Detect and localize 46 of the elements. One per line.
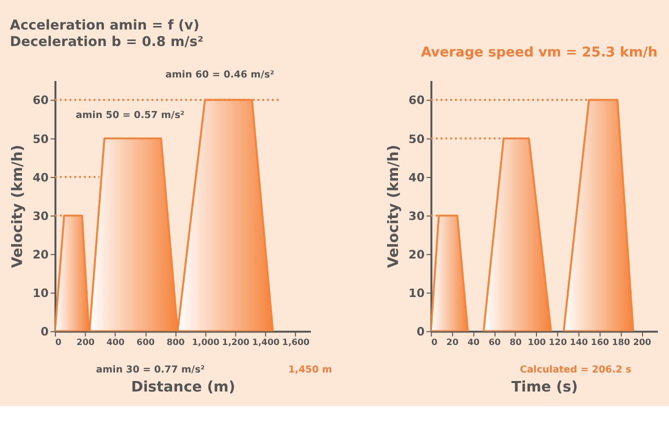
y-tick-label: 40 bbox=[408, 170, 425, 184]
y-tick-label: 50 bbox=[408, 132, 425, 146]
text: amin 30 = 0.77 m/s² bbox=[96, 364, 205, 376]
x-axis-title: Distance (m) bbox=[131, 379, 236, 396]
x-tick-label: 160 bbox=[590, 338, 610, 348]
y-tick-label: 0 bbox=[416, 324, 425, 339]
x-tick-label: 200 bbox=[633, 338, 652, 348]
x-tick-label: 800 bbox=[166, 338, 185, 348]
y-tick-label: 30 bbox=[408, 208, 425, 223]
chart-title: Average speed vm = 25.3 km/h bbox=[420, 44, 658, 60]
y-tick-label: 60 bbox=[408, 93, 425, 108]
chart-title: Acceleration amin = f (v) bbox=[10, 17, 200, 34]
y-tick-label: 30 bbox=[32, 208, 49, 223]
x-tick-label: 600 bbox=[136, 338, 155, 348]
y-axis-title: Velocity (km/h) bbox=[10, 144, 26, 268]
x-axis-title: Time (s) bbox=[511, 379, 578, 396]
annotation: amin 50 = 0.57 m/s² bbox=[76, 110, 185, 122]
x-tick-label: 120 bbox=[548, 338, 567, 348]
text: Calculated = 206.2 s bbox=[520, 364, 632, 376]
x-tick-label: 1,400 bbox=[252, 338, 280, 348]
x-tick-label: 1,000 bbox=[192, 338, 220, 348]
x-tick-label: 0 bbox=[431, 338, 438, 348]
text: 1,450 m bbox=[288, 364, 332, 376]
x-tick-label: 140 bbox=[570, 338, 588, 348]
y-tick-label: 50 bbox=[32, 132, 49, 146]
x-tick-label: 20 bbox=[446, 338, 458, 348]
x-tick-label: 60 bbox=[488, 338, 501, 348]
y-tick-label: 20 bbox=[408, 247, 425, 262]
x-tick-label: 40 bbox=[468, 338, 480, 348]
y-tick-label: 10 bbox=[408, 286, 425, 300]
chart-subtitle: Deceleration b = 0.8 m/s² bbox=[10, 34, 204, 50]
x-tick-label: 80 bbox=[510, 338, 522, 348]
x-tick-label: 180 bbox=[612, 338, 630, 348]
y-tick-label: 20 bbox=[32, 247, 49, 262]
y-tick-label: 10 bbox=[32, 286, 49, 300]
x-tick-label: 200 bbox=[76, 338, 95, 348]
y-tick-label: 40 bbox=[32, 170, 49, 184]
x-tick-label: 1,600 bbox=[282, 338, 310, 348]
x-tick-label: 100 bbox=[528, 338, 546, 348]
y-axis-title: Velocity (km/h) bbox=[386, 144, 402, 268]
x-tick-label: 400 bbox=[106, 338, 125, 348]
y-tick-label: 60 bbox=[32, 93, 49, 108]
text: amin 60 = 0.46 m/s² bbox=[165, 70, 274, 81]
x-tick-label: 1,200 bbox=[222, 338, 250, 348]
x-tick-label: 0 bbox=[55, 338, 62, 348]
y-tick-label: 0 bbox=[40, 324, 49, 339]
